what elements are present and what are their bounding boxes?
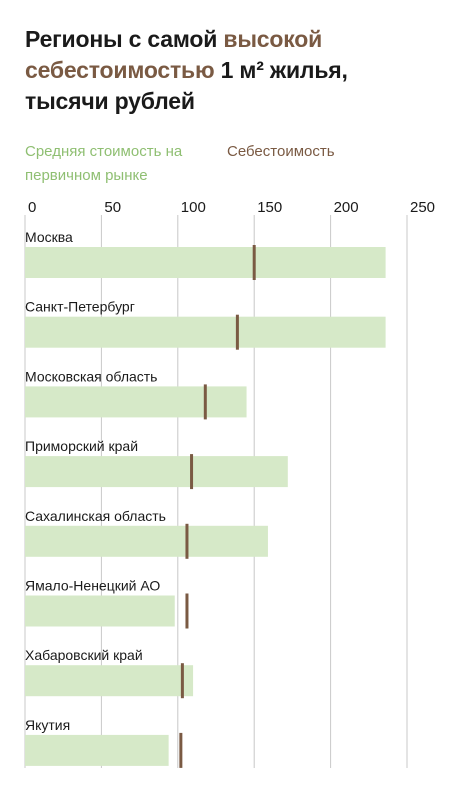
cost-markers	[179, 245, 256, 768]
category-label: Приморский край	[25, 438, 138, 454]
category-label: Москва	[25, 229, 73, 245]
title-part-2: 1 м² жилья, тысячи рублей	[25, 57, 348, 114]
cost-marker	[203, 384, 207, 420]
cost-marker	[252, 245, 256, 280]
price-bar	[25, 525, 268, 557]
price-bars	[25, 247, 386, 766]
cost-marker	[185, 593, 189, 629]
chart-title: Регионы с самой высокой себестоимостью 1…	[25, 24, 435, 117]
category-label: Санкт-Петербург	[25, 299, 135, 315]
x-tick-label: 200	[334, 199, 359, 216]
price-bar	[25, 595, 175, 627]
cost-marker	[235, 314, 239, 350]
category-label: Сахалинская область	[25, 508, 166, 524]
cost-marker	[179, 732, 183, 768]
price-bar	[25, 665, 194, 697]
title-part-1: Регионы с самой	[25, 26, 224, 52]
cost-marker	[185, 523, 189, 559]
x-tick-label: 50	[104, 199, 121, 216]
x-tick-label: 0	[28, 199, 36, 216]
x-tick-label: 150	[257, 199, 282, 216]
price-bar	[25, 456, 288, 488]
cost-marker	[180, 663, 184, 699]
category-label: Хабаровский край	[25, 647, 143, 663]
legend-price: Средняя стоимость на первичном рынке	[25, 143, 183, 184]
price-bar	[25, 734, 169, 766]
x-tick-label: 250	[410, 199, 435, 216]
category-label: Якутия	[25, 717, 70, 733]
title-highlight: высокой себестоимостью	[25, 26, 323, 83]
cost-marker	[190, 454, 194, 490]
legend-cost: Себестоимость	[227, 143, 335, 160]
price-bar	[25, 316, 386, 348]
category-label: Московская область	[25, 368, 157, 384]
price-bar	[25, 247, 386, 278]
x-tick-label: 100	[181, 199, 206, 216]
price-bar	[25, 386, 247, 418]
category-label: Ямало-Ненецкий АО	[25, 578, 160, 594]
category-labels: Москва Санкт-Петербург Московская область П…	[25, 229, 166, 733]
x-axis-ticks: 0 50 100 150 200 250	[28, 199, 435, 216]
legend: Средняя стоимость на первичном рынке Себ…	[25, 140, 435, 190]
